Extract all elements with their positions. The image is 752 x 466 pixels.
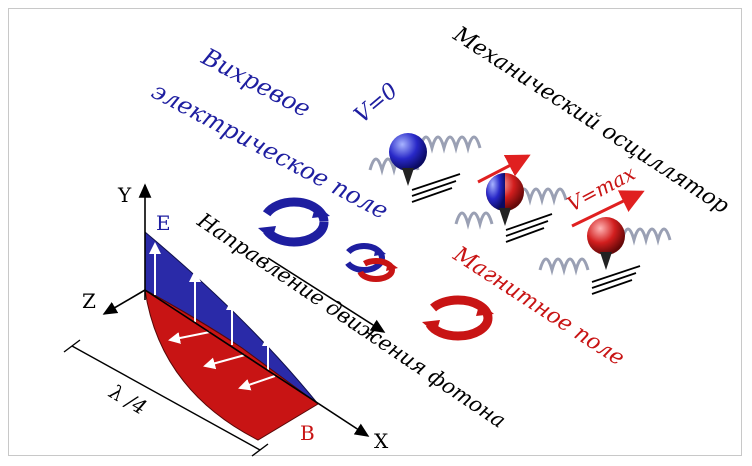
axis-z-label: Z (82, 289, 96, 313)
ground-hatch-icon (505, 213, 553, 243)
magnetic-field-region (144, 289, 319, 441)
photon-direction-arrow (267, 257, 386, 333)
axis-y-label: Y (117, 183, 132, 207)
axis-x-label: X (374, 429, 389, 453)
velocity-arrow-icon (571, 190, 645, 228)
z-axis (102, 289, 146, 315)
x-axis (144, 289, 370, 437)
magnetic-vectors (168, 331, 276, 391)
pointer (402, 168, 414, 186)
spring-icon (454, 187, 568, 230)
ground-hatch-icon (411, 173, 461, 203)
ground-hatch-icon (591, 265, 641, 295)
vortex-arrow-icon-magnetic-2 (422, 295, 494, 341)
wave-field-graph (63, 183, 370, 457)
dimension-tick-left (63, 339, 81, 353)
oscillator-max (538, 190, 672, 295)
oscillator-mid (454, 154, 568, 243)
quarter-wave-dimension (71, 345, 261, 451)
pointer (600, 252, 612, 270)
ball-icon (587, 217, 625, 255)
vortex-arrow-icon-electric-2 (343, 243, 386, 273)
pointer (499, 208, 511, 226)
ball-half (486, 173, 505, 211)
velocity-arrow-icon (477, 154, 531, 184)
oscillator-rest (368, 133, 482, 203)
v-max-label: V=max (563, 161, 639, 217)
ball-icon (389, 133, 427, 171)
v-zero-label: V=0 (350, 78, 403, 128)
dimension-tick-right (251, 443, 269, 457)
electric-vectors (149, 242, 274, 370)
vortex-arrow-icon-electric-1 (258, 197, 330, 247)
vortex-arrow-icon-magnetic-1 (357, 258, 398, 282)
spring-icon (538, 227, 672, 276)
e-label: E (156, 211, 171, 235)
b-label: B (300, 421, 315, 445)
